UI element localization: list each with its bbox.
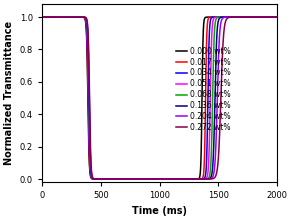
0.000 wt%	[227, 16, 231, 18]
0.136 wt%	[52, 16, 55, 18]
0.034 wt%	[227, 16, 231, 18]
0.068 wt%	[227, 16, 231, 18]
0.136 wt%	[111, 178, 115, 180]
0.136 wt%	[215, 41, 218, 44]
0.068 wt%	[180, 178, 183, 180]
0.272 wt%	[52, 16, 55, 18]
0.272 wt%	[112, 178, 115, 180]
0.272 wt%	[215, 172, 218, 175]
Line: 0.136 wt%: 0.136 wt%	[42, 17, 277, 179]
0.034 wt%	[215, 16, 218, 18]
0.068 wt%	[52, 16, 55, 18]
X-axis label: Time (ms): Time (ms)	[132, 206, 187, 216]
0.272 wt%	[180, 178, 183, 180]
0.017 wt%	[180, 178, 183, 180]
Line: 0.204 wt%: 0.204 wt%	[42, 17, 277, 179]
0.068 wt%	[276, 16, 279, 18]
0.051 wt%	[215, 16, 218, 18]
0.136 wt%	[190, 178, 193, 180]
0.068 wt%	[190, 178, 193, 180]
0.204 wt%	[227, 16, 231, 18]
0.068 wt%	[126, 178, 129, 180]
0.068 wt%	[40, 16, 44, 18]
0.017 wt%	[52, 16, 55, 18]
0.204 wt%	[180, 178, 183, 180]
0.272 wt%	[227, 16, 231, 19]
0.034 wt%	[40, 16, 44, 18]
Line: 0.272 wt%: 0.272 wt%	[42, 17, 277, 179]
0.204 wt%	[52, 16, 55, 18]
0.051 wt%	[52, 16, 55, 18]
Line: 0.051 wt%: 0.051 wt%	[42, 17, 277, 179]
0.017 wt%	[190, 178, 193, 180]
0.051 wt%	[111, 178, 114, 180]
0.136 wt%	[40, 16, 44, 18]
0.272 wt%	[40, 16, 44, 18]
0.204 wt%	[276, 16, 279, 18]
0.017 wt%	[110, 178, 114, 180]
Y-axis label: Normalized Transmittance: Normalized Transmittance	[4, 21, 14, 165]
0.034 wt%	[180, 178, 183, 180]
0.068 wt%	[215, 17, 218, 20]
0.000 wt%	[110, 178, 114, 180]
0.017 wt%	[215, 16, 218, 18]
0.051 wt%	[190, 178, 193, 180]
0.051 wt%	[227, 16, 231, 18]
Line: 0.017 wt%: 0.017 wt%	[42, 17, 277, 179]
0.136 wt%	[180, 178, 183, 180]
0.000 wt%	[215, 16, 218, 18]
0.136 wt%	[276, 16, 279, 18]
0.272 wt%	[126, 178, 129, 180]
Line: 0.034 wt%: 0.034 wt%	[42, 17, 277, 179]
0.068 wt%	[111, 178, 115, 180]
0.272 wt%	[190, 178, 193, 180]
0.204 wt%	[112, 178, 115, 180]
0.034 wt%	[190, 178, 193, 180]
0.034 wt%	[111, 178, 114, 180]
0.034 wt%	[276, 16, 279, 18]
0.017 wt%	[40, 16, 44, 18]
0.000 wt%	[276, 16, 279, 18]
0.136 wt%	[227, 16, 231, 18]
0.000 wt%	[52, 16, 55, 18]
0.034 wt%	[126, 178, 129, 180]
0.000 wt%	[180, 178, 183, 180]
Legend: 0.000 wt%, 0.017 wt%, 0.034 wt%, 0.051 wt%, 0.068 wt%, 0.136 wt%, 0.204 wt%, 0.2: 0.000 wt%, 0.017 wt%, 0.034 wt%, 0.051 w…	[173, 44, 234, 135]
0.051 wt%	[276, 16, 279, 18]
0.204 wt%	[190, 178, 193, 180]
0.017 wt%	[276, 16, 279, 18]
0.017 wt%	[126, 178, 129, 180]
0.204 wt%	[126, 178, 129, 180]
0.000 wt%	[190, 178, 193, 180]
0.051 wt%	[180, 178, 183, 180]
0.272 wt%	[276, 16, 279, 18]
0.000 wt%	[126, 178, 129, 180]
0.034 wt%	[52, 16, 55, 18]
0.136 wt%	[126, 178, 129, 180]
0.051 wt%	[126, 178, 129, 180]
0.051 wt%	[40, 16, 44, 18]
0.204 wt%	[40, 16, 44, 18]
0.204 wt%	[215, 127, 218, 129]
Line: 0.068 wt%: 0.068 wt%	[42, 17, 277, 179]
Line: 0.000 wt%: 0.000 wt%	[42, 17, 277, 179]
0.000 wt%	[40, 16, 44, 18]
0.017 wt%	[227, 16, 231, 18]
